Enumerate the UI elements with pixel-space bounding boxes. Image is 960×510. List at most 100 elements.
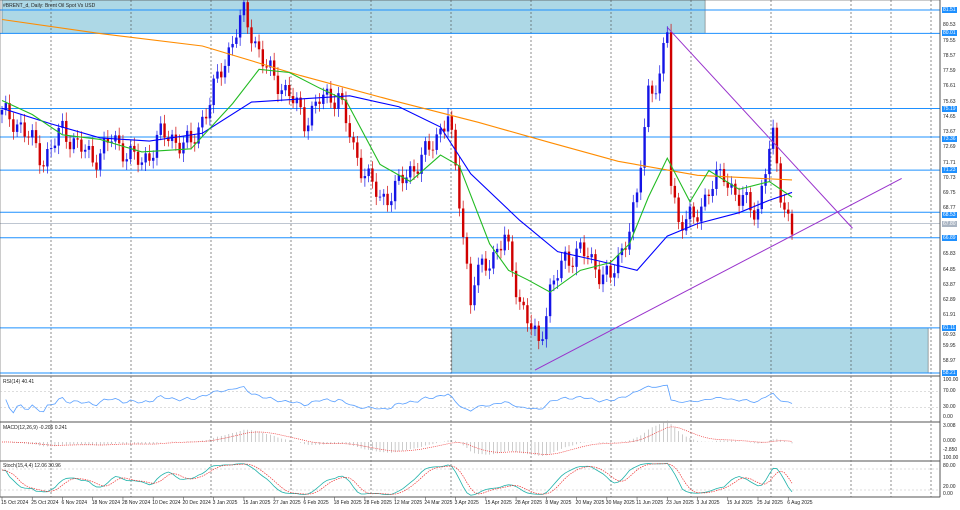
candle-body (477, 264, 480, 286)
price-axis-label: 75.19 (942, 105, 957, 112)
candle-body (711, 188, 714, 197)
candle-body (269, 60, 272, 68)
date-axis-label: 30 May 2025 (605, 500, 635, 506)
candle-body (768, 148, 771, 175)
candle-body (760, 185, 763, 210)
price-axis-label: 66.89 (942, 234, 957, 241)
date-axis-label: 28 Nov 2024 (121, 500, 151, 506)
rsi-axis-0: 0.00 (943, 414, 953, 420)
candle-body (125, 159, 128, 162)
stoch-axis-20: 20.00 (943, 484, 956, 490)
candle-body (15, 124, 19, 132)
stoch-main-line (1, 462, 793, 496)
candle-body (756, 209, 760, 220)
candle-body (333, 102, 336, 109)
date-axis-label: 25 Oct 2024 (31, 500, 59, 506)
date-axis-label: 15 Apr 2025 (484, 500, 512, 506)
candle-body (148, 153, 151, 161)
candle-body (306, 125, 310, 132)
candle-body (499, 248, 503, 251)
candle-body (537, 325, 540, 341)
candle-body (65, 120, 68, 142)
rsi-label: RSI(14) 40.41 (3, 379, 35, 385)
price-axis-label: 63.87 (943, 281, 956, 288)
date-axis-label: 3 Jul 2025 (696, 500, 720, 506)
candle-body (95, 162, 98, 170)
candle-body (454, 129, 457, 166)
candle-body (518, 297, 522, 302)
candle-body (99, 153, 102, 170)
candle-body (310, 105, 314, 126)
price-axis-label: 58.97 (943, 358, 956, 365)
stoch-label: Stoch(15,4,4) 12.06 30.96 (3, 463, 61, 469)
candle-body (61, 120, 64, 128)
candle-body (390, 201, 393, 206)
macd-axis-zero: 0.000 (943, 438, 956, 444)
candle-body (204, 116, 208, 119)
candle-body (46, 149, 49, 167)
support-resistance-zone (451, 327, 929, 374)
candle-body (201, 116, 204, 128)
candle-body (284, 85, 287, 91)
date-axis-label: 23 Jun 2025 (666, 500, 694, 506)
candle-body (186, 130, 189, 143)
price-axis-label: 80.01 (942, 30, 957, 37)
candle-body (726, 182, 729, 188)
candle-body (473, 285, 476, 306)
candle-body (734, 183, 737, 195)
candle-body (590, 254, 593, 258)
candle-body (250, 27, 253, 44)
rsi-line (5, 384, 793, 414)
candle-body (662, 42, 665, 74)
candle-body (34, 130, 38, 144)
candle-body (745, 192, 748, 196)
candle-body (197, 127, 200, 144)
stoch-axis-100: 100.00 (943, 455, 959, 461)
candle-body (83, 149, 87, 152)
candle-body (779, 163, 782, 203)
candle-body (182, 142, 185, 154)
candle-body (669, 32, 673, 186)
date-axis-label: 6 Nov 2024 (61, 500, 88, 506)
candle-body (658, 73, 661, 94)
candle-body (223, 65, 227, 78)
candle-body (696, 217, 699, 222)
candle-body (787, 209, 790, 214)
chart-frame (0, 0, 941, 498)
candle-body (38, 143, 41, 166)
candle-body (450, 116, 454, 130)
candle-body (155, 134, 159, 158)
ma200-line (1, 18, 793, 181)
candle-body (707, 194, 711, 197)
candle-body (276, 75, 280, 95)
stoch-axis-0: 0.00 (943, 491, 953, 497)
candle-body (152, 157, 155, 161)
candle-body (790, 213, 794, 235)
candle-body (4, 103, 7, 110)
candle-body (57, 127, 60, 146)
candle-body (386, 193, 389, 206)
candle-body (174, 134, 178, 143)
candle-body (684, 219, 688, 231)
date-axis-label: 20 Dec 2024 (182, 500, 211, 506)
candle-body (238, 15, 242, 38)
candle-body (31, 130, 34, 138)
candle-body (288, 85, 291, 97)
date-axis-label: 12 Mar 2025 (394, 500, 423, 506)
candle-body (367, 168, 370, 177)
candle-body (416, 171, 419, 174)
candle-body (548, 284, 552, 317)
candle-body (242, 2, 246, 16)
candle-body (167, 137, 170, 142)
candle-body (49, 148, 53, 150)
candle-body (412, 166, 416, 172)
price-axis-label: 73.36 (942, 136, 957, 143)
candle-body (220, 71, 223, 78)
candle-body (159, 123, 162, 135)
candle-body (68, 141, 72, 150)
candle-body (601, 274, 605, 285)
price-axis-label: 62.89 (943, 297, 956, 304)
candle-body (420, 154, 423, 174)
